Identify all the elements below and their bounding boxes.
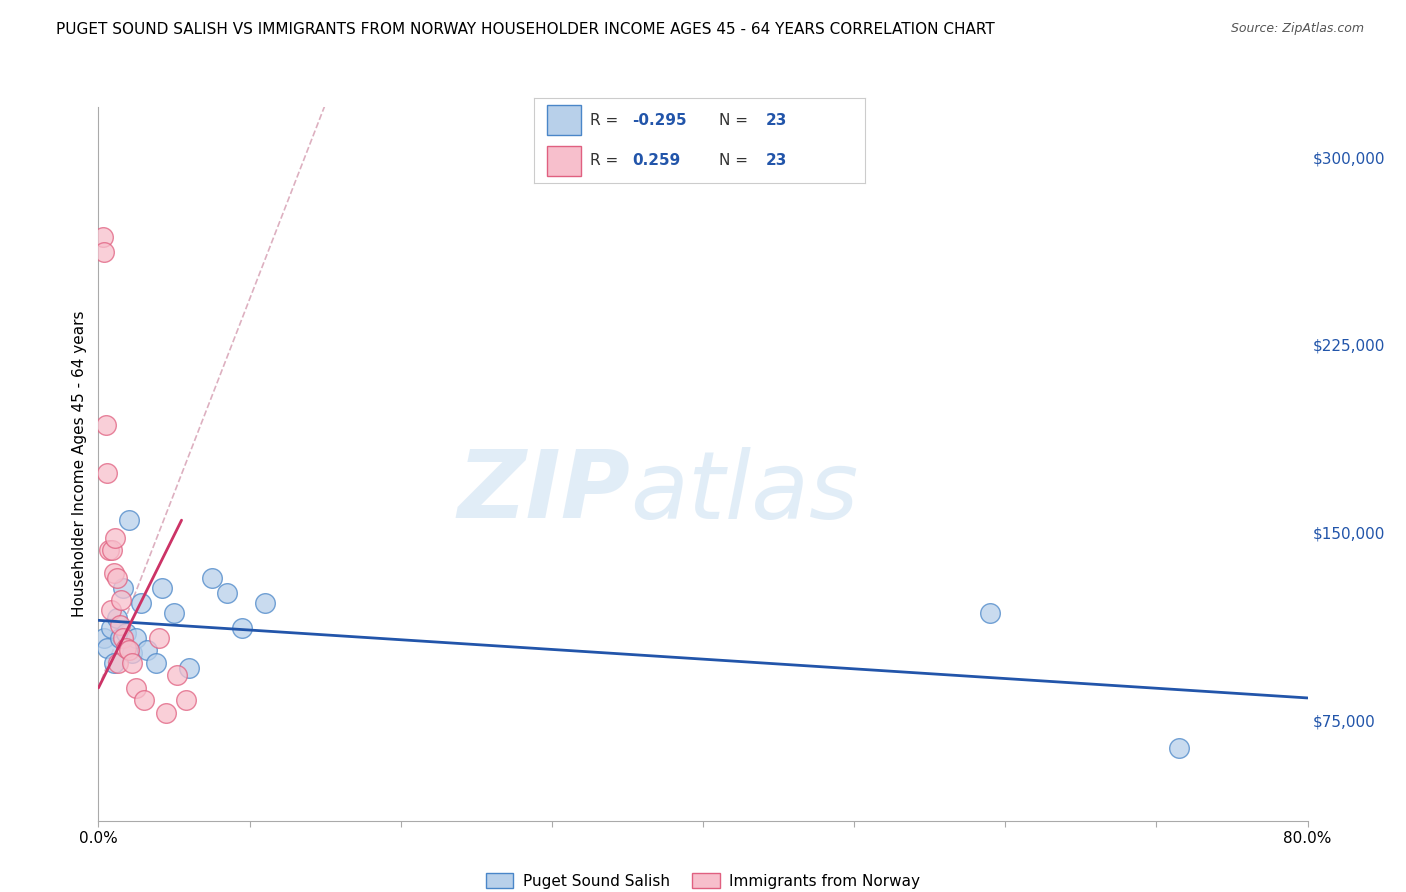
Point	[132, 693, 155, 707]
Point	[108, 618, 131, 632]
FancyBboxPatch shape	[547, 105, 581, 136]
Point	[125, 631, 148, 645]
Text: N =: N =	[720, 112, 754, 128]
Point	[111, 581, 134, 595]
Text: atlas: atlas	[630, 447, 859, 538]
Point	[111, 631, 134, 645]
Point	[135, 643, 157, 657]
Text: ZIP: ZIP	[457, 446, 630, 539]
Point	[215, 586, 238, 600]
Legend: Puget Sound Salish, Immigrants from Norway: Puget Sound Salish, Immigrants from Norw…	[479, 867, 927, 892]
Text: R =: R =	[591, 153, 624, 169]
Point	[163, 606, 186, 620]
Point	[96, 466, 118, 480]
Point	[201, 571, 224, 585]
Point	[166, 668, 188, 682]
Point	[121, 646, 143, 660]
Point	[150, 581, 173, 595]
Text: 23: 23	[765, 153, 787, 169]
Text: Source: ZipAtlas.com: Source: ZipAtlas.com	[1230, 22, 1364, 36]
Point	[114, 625, 136, 640]
Text: PUGET SOUND SALISH VS IMMIGRANTS FROM NORWAY HOUSEHOLDER INCOME AGES 45 - 64 YEA: PUGET SOUND SALISH VS IMMIGRANTS FROM NO…	[56, 22, 995, 37]
Point	[100, 621, 122, 635]
Text: -0.295: -0.295	[631, 112, 686, 128]
Point	[253, 596, 276, 610]
Point	[91, 230, 114, 244]
Text: R =: R =	[591, 112, 624, 128]
Point	[104, 531, 127, 545]
Point	[93, 631, 115, 645]
Point	[129, 596, 152, 610]
Point	[107, 656, 129, 670]
Point	[101, 543, 124, 558]
Point	[118, 643, 141, 657]
Point	[94, 417, 117, 432]
Point	[108, 631, 131, 645]
Point	[100, 603, 122, 617]
Point	[96, 640, 118, 655]
FancyBboxPatch shape	[547, 145, 581, 176]
Point	[110, 593, 132, 607]
Point	[174, 693, 197, 707]
Point	[145, 656, 167, 670]
Y-axis label: Householder Income Ages 45 - 64 years: Householder Income Ages 45 - 64 years	[72, 310, 87, 617]
Point	[103, 656, 125, 670]
Point	[103, 566, 125, 580]
Point	[118, 513, 141, 527]
Point	[105, 611, 128, 625]
Point	[179, 661, 201, 675]
Point	[1168, 741, 1191, 756]
Point	[125, 681, 148, 695]
Point	[93, 245, 115, 260]
Point	[148, 631, 170, 645]
Point	[979, 606, 1001, 620]
Point	[105, 571, 128, 585]
Point	[155, 706, 177, 720]
Point	[114, 640, 136, 655]
Text: N =: N =	[720, 153, 754, 169]
Point	[121, 656, 143, 670]
Text: 0.259: 0.259	[631, 153, 681, 169]
Point	[231, 621, 253, 635]
Point	[98, 543, 121, 558]
Text: 23: 23	[765, 112, 787, 128]
